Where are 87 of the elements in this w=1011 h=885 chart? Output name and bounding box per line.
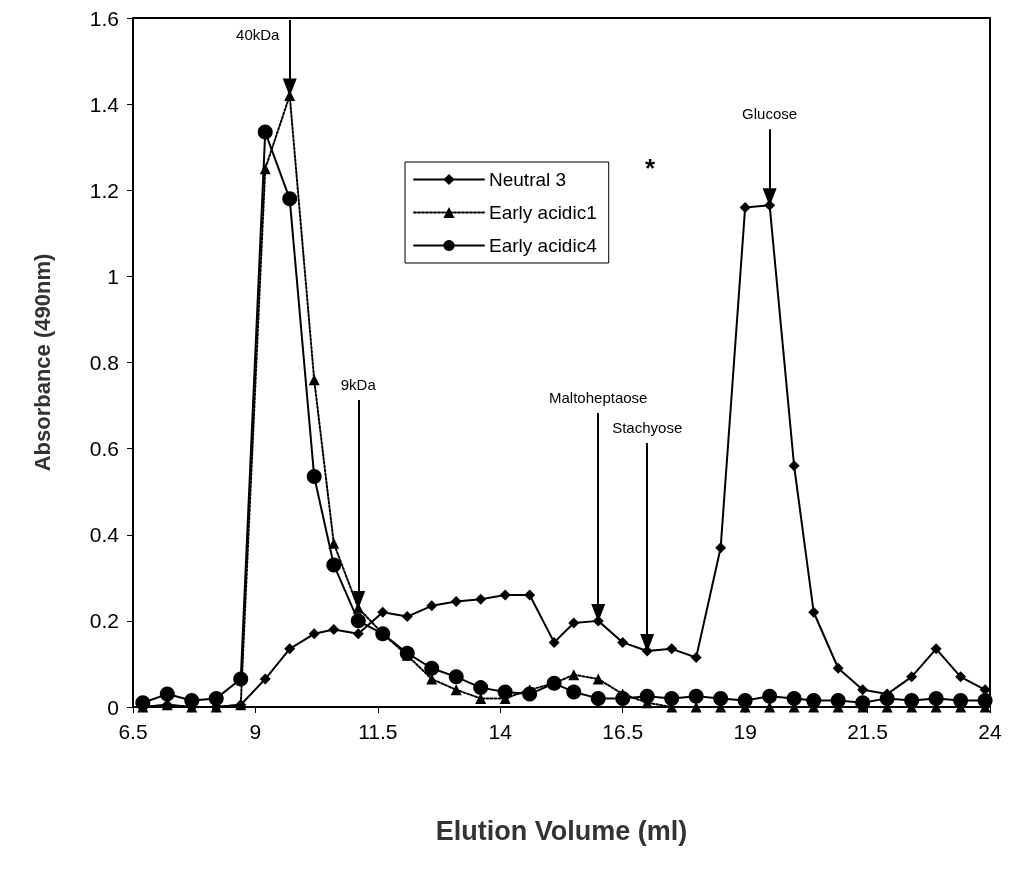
point bbox=[788, 460, 800, 472]
point bbox=[930, 643, 942, 655]
point bbox=[592, 673, 604, 685]
point bbox=[328, 537, 340, 549]
x-tick-label: 6.5 bbox=[118, 720, 148, 743]
y-axis-title: Absorbance (490nm) bbox=[29, 253, 55, 472]
point bbox=[350, 613, 366, 629]
point bbox=[450, 684, 462, 696]
annotation: Stachyose bbox=[612, 419, 683, 437]
point bbox=[639, 688, 655, 704]
x-tick-label: 16.5 bbox=[602, 720, 644, 743]
point bbox=[259, 163, 271, 175]
point bbox=[475, 593, 487, 605]
point bbox=[739, 201, 751, 213]
point bbox=[306, 469, 322, 485]
point bbox=[259, 673, 271, 685]
point bbox=[377, 606, 389, 618]
point bbox=[135, 695, 151, 711]
point bbox=[568, 669, 580, 681]
point bbox=[473, 680, 489, 696]
y-tick-label: 1.4 bbox=[89, 92, 120, 116]
point bbox=[715, 542, 727, 554]
point bbox=[590, 690, 606, 706]
annotation: 40kDa bbox=[236, 26, 281, 43]
point bbox=[401, 611, 413, 623]
point bbox=[399, 645, 415, 661]
point bbox=[713, 690, 729, 706]
point bbox=[522, 686, 538, 702]
point bbox=[928, 690, 944, 706]
x-tick-label: 9 bbox=[249, 720, 262, 743]
point bbox=[352, 628, 364, 640]
legend-label: Neutral 3 bbox=[489, 169, 567, 190]
x-tick-label: 11.5 bbox=[358, 720, 398, 743]
x-tick-label: 14 bbox=[488, 720, 513, 743]
point bbox=[524, 589, 536, 601]
point bbox=[857, 684, 869, 696]
point bbox=[257, 124, 273, 140]
y-tick-label: 0.4 bbox=[89, 523, 120, 547]
point bbox=[282, 191, 298, 207]
x-tick-label: 24 bbox=[978, 720, 1002, 743]
legend-label: Early acidic4 bbox=[489, 235, 598, 256]
y-tick-label: 0 bbox=[107, 695, 119, 719]
point bbox=[424, 660, 440, 676]
point bbox=[855, 695, 871, 711]
annotation: Glucose bbox=[742, 105, 798, 123]
point bbox=[233, 671, 249, 687]
annotation: 9kDa bbox=[340, 376, 377, 393]
point bbox=[786, 690, 802, 706]
point bbox=[906, 671, 918, 683]
legend-label: Early acidic1 bbox=[489, 202, 597, 223]
x-tick-label: 21.5 bbox=[847, 720, 889, 743]
x-tick-label: 19 bbox=[733, 720, 757, 743]
y-tick-label: 0.2 bbox=[89, 609, 119, 633]
point bbox=[615, 690, 631, 706]
point bbox=[617, 636, 629, 648]
y-tick-label: 0.6 bbox=[89, 437, 119, 461]
point bbox=[308, 628, 320, 640]
annotation: Maltoheptaose bbox=[549, 388, 648, 406]
point bbox=[832, 662, 844, 674]
point bbox=[808, 606, 820, 618]
point bbox=[497, 684, 513, 700]
point bbox=[328, 623, 340, 635]
point bbox=[666, 643, 678, 655]
point bbox=[664, 690, 680, 706]
point bbox=[208, 690, 224, 706]
y-tick-label: 1.6 bbox=[89, 6, 119, 30]
point bbox=[284, 643, 296, 655]
point bbox=[879, 690, 895, 706]
x-axis-title: Elution Volume (ml) bbox=[435, 815, 688, 846]
point bbox=[566, 684, 582, 700]
point bbox=[548, 636, 560, 648]
y-tick-label: 1 bbox=[107, 264, 119, 288]
point bbox=[448, 669, 464, 685]
point bbox=[499, 589, 511, 601]
annotation: * bbox=[644, 153, 656, 183]
point bbox=[426, 600, 438, 612]
point bbox=[308, 374, 320, 386]
point bbox=[955, 671, 967, 683]
point bbox=[159, 686, 175, 702]
point bbox=[690, 651, 702, 663]
y-tick-label: 1.2 bbox=[89, 178, 119, 202]
point bbox=[688, 688, 704, 704]
point bbox=[450, 596, 462, 607]
point bbox=[568, 617, 580, 629]
point bbox=[326, 557, 342, 573]
point bbox=[762, 688, 778, 704]
y-tick-label: 0.8 bbox=[89, 351, 119, 374]
